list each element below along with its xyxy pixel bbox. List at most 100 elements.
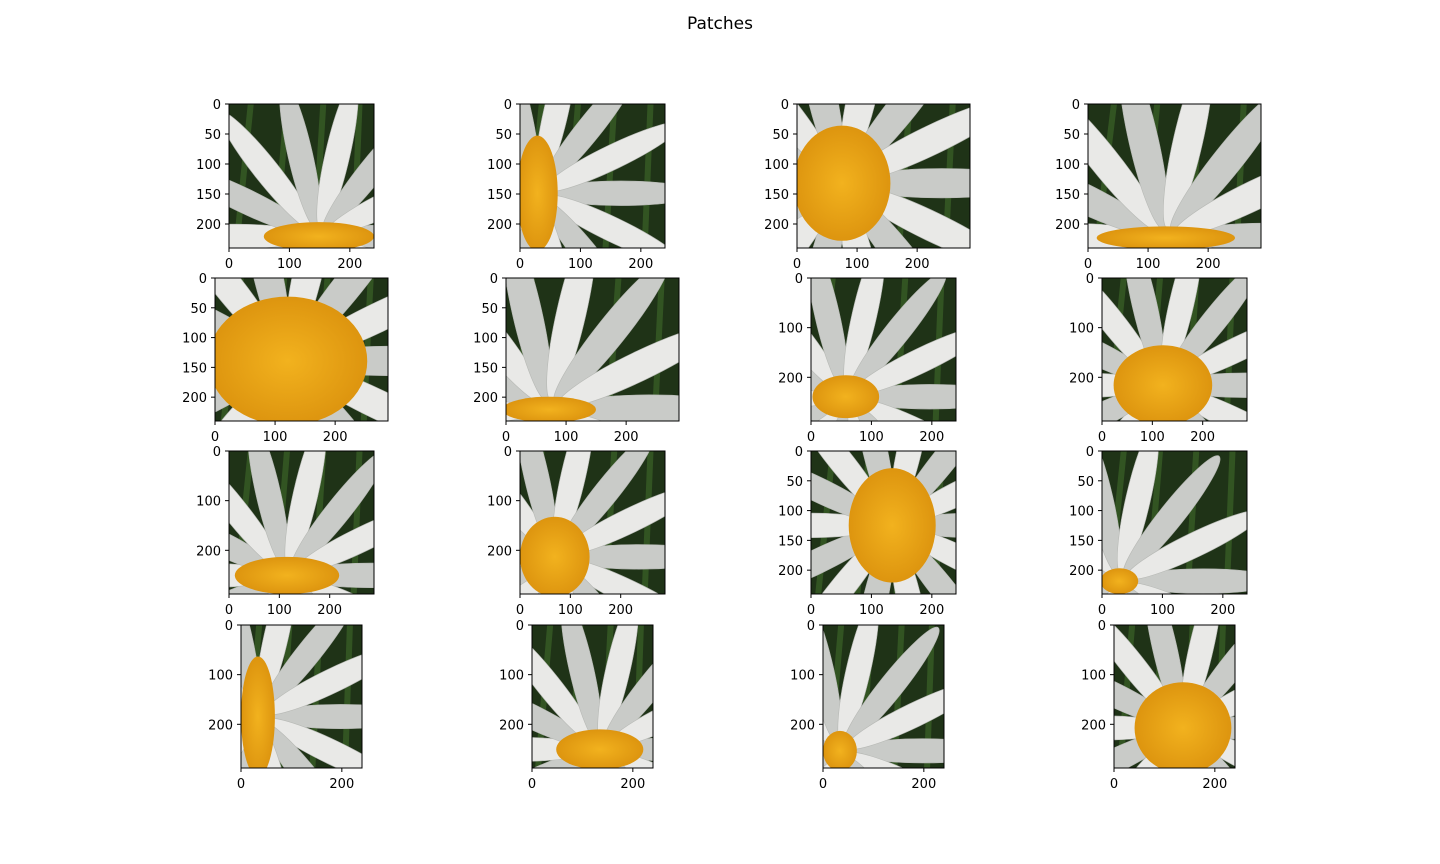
y-tick-label: 200 — [1069, 564, 1094, 579]
patch-image — [506, 278, 679, 421]
y-tick-label: 150 — [764, 188, 789, 203]
patch-panel: 0 200 0 100 200 — [208, 619, 363, 792]
axes-frame — [240, 624, 363, 769]
patch-image — [520, 104, 665, 248]
patch-image — [1088, 104, 1261, 248]
x-tick-label: 200 — [620, 777, 645, 792]
x-tick-label: 100 — [267, 603, 292, 618]
axes-frame — [1087, 103, 1262, 249]
y-tick-label: 100 — [208, 669, 233, 684]
x-tick-label: 0 — [793, 257, 801, 272]
axes-frame — [822, 624, 945, 769]
patch-image — [823, 625, 944, 768]
y-tick-label: 150 — [473, 361, 498, 376]
x-tick-label: 0 — [516, 603, 524, 618]
x-tick-label: 0 — [225, 603, 233, 618]
x-tick-label: 200 — [1210, 603, 1235, 618]
x-tick-label: 200 — [628, 257, 653, 272]
y-tick-label: 0 — [516, 619, 524, 634]
y-tick-label: 200 — [208, 718, 233, 733]
patch-panel: 0 200 0 100 200 — [499, 619, 654, 792]
x-tick-label: 200 — [1196, 257, 1221, 272]
x-tick-label: 200 — [911, 777, 936, 792]
x-tick-label: 200 — [337, 257, 362, 272]
y-tick-label: 200 — [1081, 718, 1106, 733]
patch-image — [241, 625, 362, 768]
y-tick-label: 0 — [504, 445, 512, 460]
x-tick-label: 100 — [1150, 603, 1175, 618]
y-tick-label: 0 — [213, 445, 221, 460]
patch-panel: 0 100 200 0 50 100 150 200 — [487, 98, 666, 272]
y-tick-label: 200 — [1055, 218, 1080, 233]
x-tick-label: 0 — [807, 603, 815, 618]
y-tick-label: 0 — [781, 98, 789, 113]
axes-frame — [519, 103, 666, 249]
y-tick-label: 150 — [487, 188, 512, 203]
axes-frame — [1101, 277, 1248, 422]
x-tick-label: 200 — [317, 603, 342, 618]
y-tick-label: 0 — [795, 445, 803, 460]
y-tick-label: 150 — [1055, 188, 1080, 203]
y-tick-label: 0 — [490, 272, 498, 287]
y-tick-label: 200 — [499, 718, 524, 733]
patch-image — [1102, 451, 1247, 594]
y-tick-label: 100 — [196, 158, 221, 173]
x-tick-label: 200 — [905, 257, 930, 272]
axes-frame — [810, 450, 957, 595]
y-tick-label: 0 — [795, 272, 803, 287]
patch-panel: 0 100 200 0 100 200 — [778, 272, 957, 445]
axes-frame — [505, 277, 680, 422]
x-tick-label: 100 — [568, 257, 593, 272]
y-tick-label: 200 — [473, 391, 498, 406]
y-tick-label: 150 — [196, 188, 221, 203]
axes-frame — [1101, 450, 1248, 595]
y-tick-label: 200 — [778, 564, 803, 579]
y-tick-label: 100 — [778, 505, 803, 520]
x-tick-label: 0 — [502, 430, 510, 445]
x-tick-label: 100 — [558, 603, 583, 618]
axes-frame — [531, 624, 654, 769]
patch-image — [811, 451, 956, 594]
x-tick-label: 100 — [1140, 430, 1165, 445]
y-tick-label: 50 — [481, 302, 498, 317]
patch-panel: 0 100 200 0 50 100 150 200 — [1055, 98, 1262, 272]
y-tick-label: 200 — [1069, 371, 1094, 386]
y-tick-label: 100 — [499, 669, 524, 684]
x-tick-label: 200 — [1202, 777, 1227, 792]
patch-image — [797, 104, 970, 248]
y-tick-label: 0 — [1072, 98, 1080, 113]
y-tick-label: 0 — [1086, 445, 1094, 460]
y-tick-label: 200 — [487, 544, 512, 559]
axes-frame — [519, 450, 666, 595]
patch-panel: 0 100 200 0 100 200 — [1069, 272, 1248, 445]
y-tick-label: 0 — [1098, 619, 1106, 634]
patch-panel: 0 200 0 100 200 — [790, 619, 945, 792]
y-tick-label: 50 — [495, 128, 512, 143]
x-tick-label: 100 — [859, 430, 884, 445]
y-tick-label: 150 — [1069, 534, 1094, 549]
x-tick-label: 200 — [614, 430, 639, 445]
x-tick-label: 100 — [554, 430, 579, 445]
x-tick-label: 100 — [277, 257, 302, 272]
patch-image — [532, 625, 653, 768]
axes-frame — [228, 450, 375, 595]
axes-frame — [796, 103, 971, 249]
y-tick-label: 200 — [487, 218, 512, 233]
axes-frame — [810, 277, 957, 422]
y-tick-label: 50 — [1077, 475, 1094, 490]
patch-panel: 0 100 200 0 50 100 150 200 — [778, 445, 957, 618]
y-tick-label: 150 — [778, 534, 803, 549]
y-tick-label: 0 — [1086, 272, 1094, 287]
y-tick-label: 100 — [182, 332, 207, 347]
y-tick-label: 200 — [778, 371, 803, 386]
y-tick-label: 50 — [1063, 128, 1080, 143]
patch-image — [229, 451, 374, 594]
patch-panel: 0 100 200 0 100 200 — [196, 445, 375, 618]
patch-panel: 0 100 200 0 50 100 150 200 — [764, 98, 971, 272]
y-tick-label: 200 — [196, 544, 221, 559]
y-tick-label: 100 — [196, 495, 221, 510]
x-tick-label: 200 — [329, 777, 354, 792]
patch-image — [215, 278, 388, 421]
x-tick-label: 200 — [919, 603, 944, 618]
